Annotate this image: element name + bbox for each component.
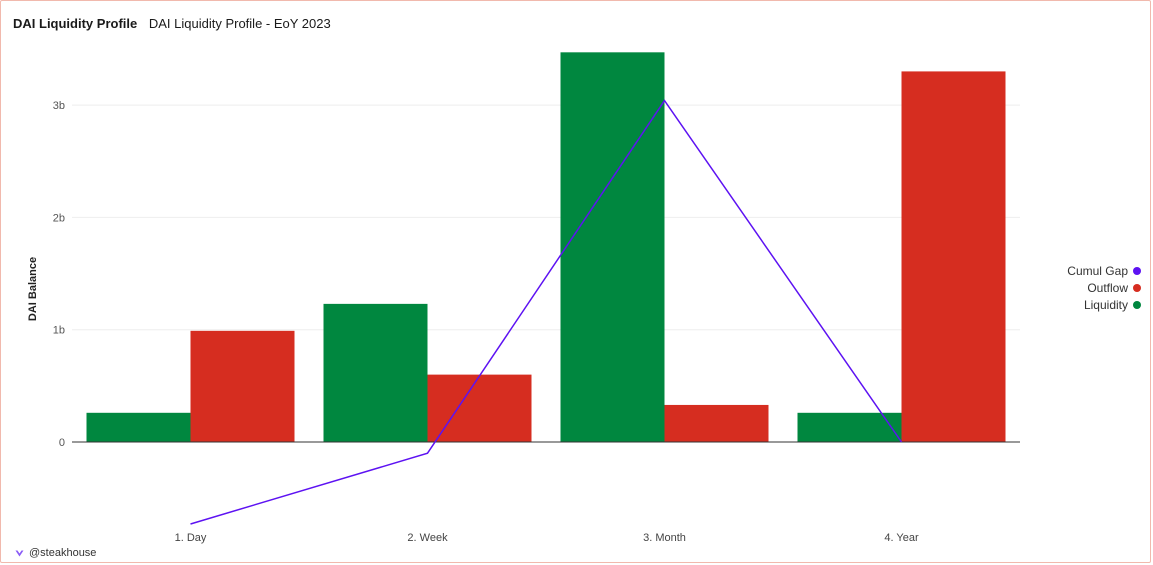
y-tick-label: 3b [53, 100, 65, 112]
bar-layer [86, 52, 1006, 442]
legend-marker [1133, 301, 1141, 309]
steakhouse-logo-icon [15, 550, 24, 556]
x-tick-label: 1. Day [175, 532, 207, 544]
bar-liquidity [86, 412, 191, 442]
bar-outflow [190, 330, 295, 442]
y-axis-label: DAI Balance [27, 257, 39, 321]
legend-marker [1133, 284, 1141, 292]
chart-subtitle: DAI Liquidity Profile - EoY 2023 [148, 16, 331, 31]
legend-marker [1133, 267, 1141, 275]
bar-liquidity [560, 52, 665, 442]
chart-header: DAI Liquidity Profile DAI Liquidity Prof… [13, 16, 331, 31]
legend-label: Outflow [1087, 281, 1128, 295]
chart-title: DAI Liquidity Profile [13, 16, 138, 31]
line-layer [190, 99, 903, 525]
bar-liquidity [323, 303, 428, 442]
legend-label: Cumul Gap [1067, 264, 1128, 278]
footer: @steakhouse [15, 547, 96, 559]
x-tick-label: 3. Month [643, 532, 686, 544]
bar-outflow [664, 404, 769, 442]
label-layer: 0 1b 2b 3b 1. Day 2. Week 3. Month 4. Year DAI B… [27, 100, 919, 544]
x-tick-label: 4. Year [884, 532, 919, 544]
legend-label: Liquidity [1084, 298, 1128, 312]
y-tick-label: 0 [59, 437, 65, 449]
y-tick-label: 1b [53, 325, 65, 337]
bar-outflow [901, 71, 1006, 442]
bar-liquidity [797, 412, 902, 442]
bar-outflow [427, 374, 532, 442]
cumul-gap-line [190, 99, 903, 525]
footer-handle[interactable]: @steakhouse [29, 547, 97, 559]
grid-layer [72, 104, 1020, 331]
legend: Cumul Gap Outflow Liquidity [1067, 264, 1141, 312]
x-tick-label: 2. Week [407, 532, 448, 544]
y-tick-label: 2b [53, 212, 65, 224]
